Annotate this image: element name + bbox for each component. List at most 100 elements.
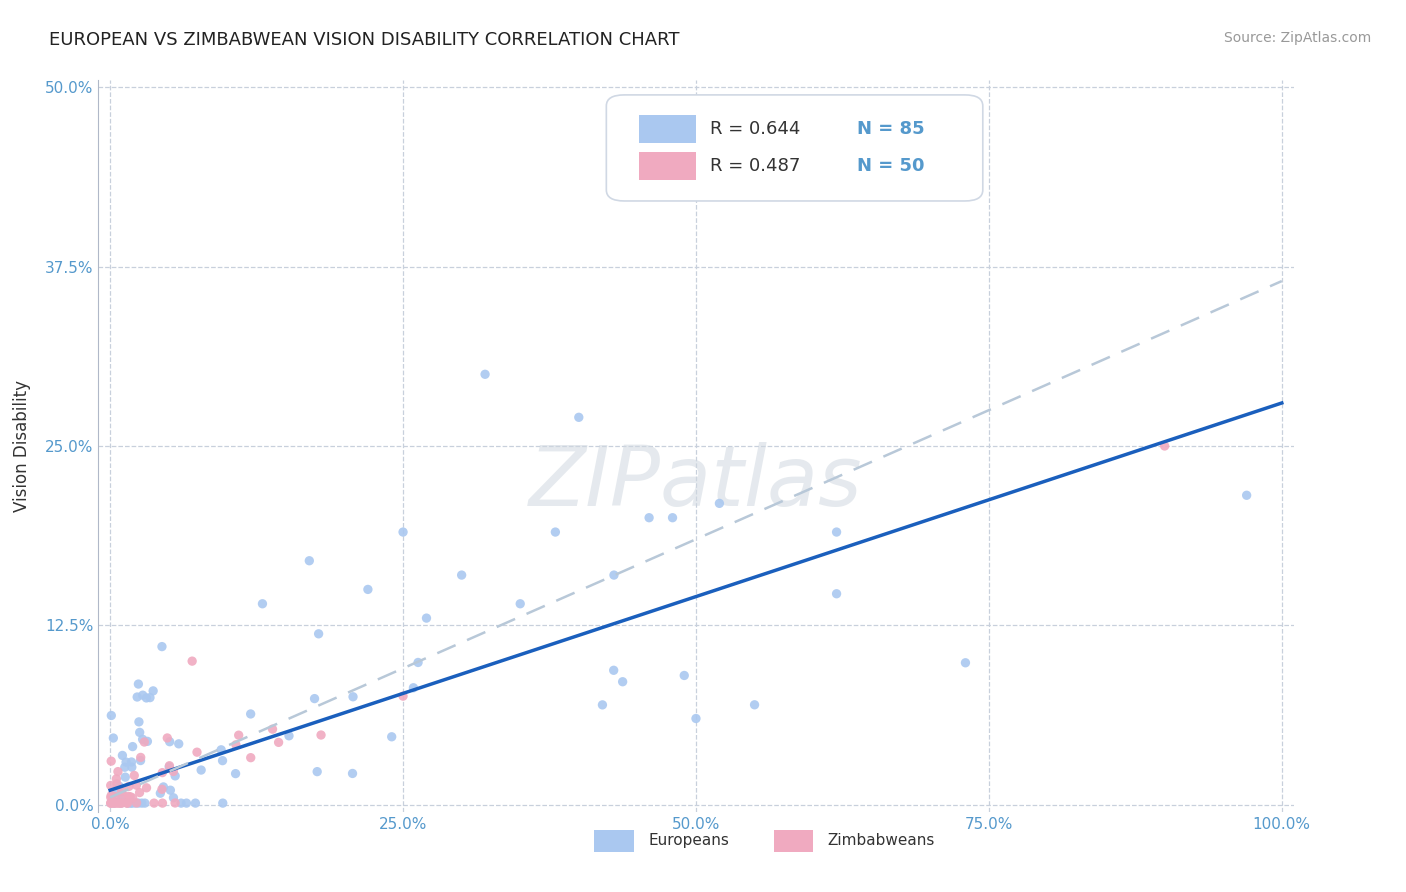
Point (1236, 488, 1258, 502)
Point (298, 554, 321, 568)
Point (104, 796, 127, 810)
Point (132, 688, 155, 702)
Point (110, 796, 132, 810)
Point (685, 711, 707, 725)
Point (105, 786, 128, 800)
Point (131, 796, 153, 810)
Point (107, 764, 129, 779)
Point (100, 779, 122, 793)
Point (118, 780, 141, 794)
Point (342, 766, 364, 780)
Point (709, 496, 731, 510)
Point (131, 732, 153, 747)
Point (342, 690, 364, 704)
Point (181, 654, 204, 668)
Point (103, 796, 125, 810)
Point (107, 796, 129, 810)
Point (125, 778, 148, 792)
Point (100, 789, 122, 803)
Text: Source: ZipAtlas.com: Source: ZipAtlas.com (1223, 31, 1371, 45)
Point (960, 181, 983, 195)
Point (135, 780, 157, 795)
Point (744, 698, 766, 712)
Point (602, 663, 624, 677)
Text: EUROPEAN VS ZIMBABWEAN VISION DISABILITY CORRELATION CHART: EUROPEAN VS ZIMBABWEAN VISION DISABILITY… (49, 31, 679, 49)
Point (156, 731, 179, 745)
Text: ZIPatlas: ZIPatlas (529, 442, 863, 523)
Text: N = 50: N = 50 (858, 157, 925, 175)
Point (134, 796, 156, 810)
Point (100, 796, 122, 810)
Point (228, 728, 250, 742)
Point (162, 764, 184, 779)
Point (591, 698, 613, 712)
Point (450, 568, 472, 582)
Point (392, 524, 415, 539)
Point (127, 677, 149, 691)
Point (402, 681, 425, 695)
Point (673, 668, 696, 682)
Point (159, 735, 181, 749)
Point (612, 674, 634, 689)
Point (381, 730, 404, 744)
Point (165, 796, 187, 810)
Point (100, 790, 122, 805)
Point (110, 796, 132, 810)
Point (124, 796, 146, 810)
Point (167, 737, 190, 751)
Point (278, 729, 301, 743)
Point (149, 786, 172, 800)
Point (104, 789, 127, 804)
Point (544, 524, 567, 539)
Point (309, 728, 332, 742)
Point (184, 796, 207, 810)
Point (150, 782, 173, 797)
Text: R = 0.487: R = 0.487 (710, 157, 800, 175)
Point (139, 690, 162, 705)
Bar (638, 115, 696, 144)
Point (129, 754, 152, 768)
Point (474, 368, 496, 382)
Point (825, 524, 848, 539)
Point (111, 788, 134, 802)
Point (100, 708, 122, 723)
Point (115, 755, 138, 769)
Point (239, 706, 262, 721)
Point (114, 770, 136, 784)
Point (107, 796, 129, 810)
Point (211, 796, 233, 810)
Point (170, 796, 193, 810)
Point (152, 796, 174, 810)
Text: Zimbabweans: Zimbabweans (827, 833, 935, 848)
Point (308, 627, 330, 641)
Point (129, 750, 152, 764)
Bar (595, 830, 634, 852)
Point (150, 640, 173, 654)
Point (186, 745, 208, 759)
Point (105, 777, 128, 791)
Point (176, 796, 198, 810)
Y-axis label: Vision Disability: Vision Disability (13, 380, 31, 512)
Point (117, 796, 139, 810)
Point (825, 587, 848, 601)
Point (304, 691, 326, 706)
Point (252, 597, 274, 611)
Point (136, 734, 159, 748)
Point (121, 755, 143, 769)
Text: N = 85: N = 85 (858, 120, 925, 138)
Point (568, 410, 591, 425)
Point (115, 796, 138, 810)
Point (159, 758, 181, 772)
Point (142, 684, 165, 698)
Point (110, 791, 132, 805)
Point (190, 763, 212, 777)
Point (105, 772, 128, 786)
Point (120, 789, 142, 804)
Point (121, 790, 143, 805)
Point (1153, 439, 1175, 453)
Point (111, 784, 134, 798)
Point (103, 795, 125, 809)
Point (120, 796, 142, 810)
Point (211, 754, 233, 768)
Point (406, 656, 429, 670)
